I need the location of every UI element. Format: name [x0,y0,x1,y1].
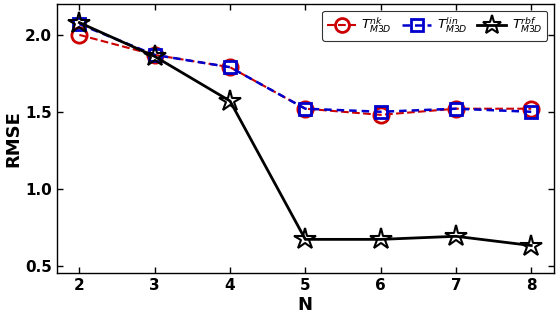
Y-axis label: RMSE: RMSE [4,110,22,167]
X-axis label: N: N [298,296,313,314]
Legend: $T^{nk}_{M3D}$, $T^{lin}_{M3D}$, $T^{rbf}_{M3D}$: $T^{nk}_{M3D}$, $T^{lin}_{M3D}$, $T^{rbf… [322,11,547,41]
